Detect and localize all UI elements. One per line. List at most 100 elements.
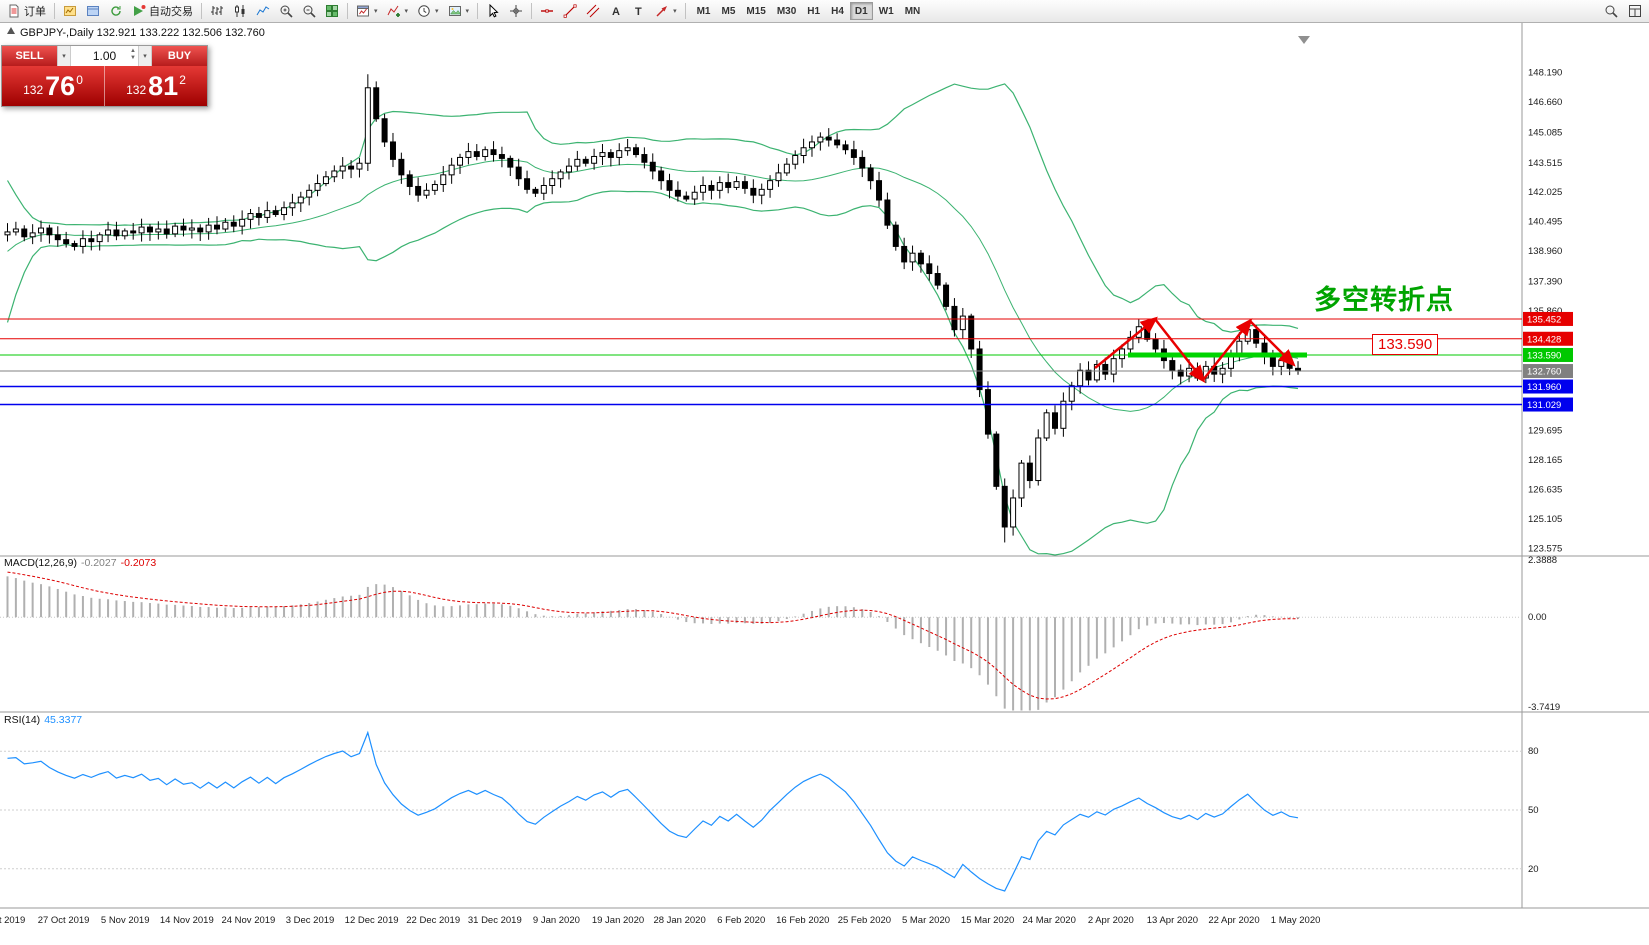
separator xyxy=(531,3,533,19)
svg-text:31 Dec 2019: 31 Dec 2019 xyxy=(468,915,522,926)
refresh-button[interactable] xyxy=(105,1,127,21)
timeframe-toolbar: M1 M5 M15 M30 H1 H4 D1 W1 MN xyxy=(692,2,926,20)
rsi-indicator xyxy=(7,730,1299,892)
svg-text:50: 50 xyxy=(1528,805,1539,816)
svg-text:14 Nov 2019: 14 Nov 2019 xyxy=(160,915,214,926)
svg-text:131.029: 131.029 xyxy=(1527,400,1561,411)
bid-price[interactable]: 132 76 0 xyxy=(2,66,104,106)
template-picture-icon xyxy=(448,4,462,18)
price-marker-label xyxy=(1523,379,1573,394)
price-divider xyxy=(104,66,105,106)
text-tool-button[interactable]: A xyxy=(605,1,627,21)
rsi-levels: 80 50 20 xyxy=(0,746,1539,875)
layout-button[interactable] xyxy=(1624,1,1646,21)
macd-value-signal: -0.2073 xyxy=(120,557,157,569)
line-chart-button[interactable] xyxy=(252,1,274,21)
timeframe-m5[interactable]: M5 xyxy=(716,2,740,20)
svg-text:7 Oct 2019: 7 Oct 2019 xyxy=(0,915,25,926)
cursor-button[interactable] xyxy=(482,1,504,21)
market-watch-icon xyxy=(63,4,77,18)
chart-ohlc-header: GBPJPY-,Daily 132.921 133.222 132.506 13… xyxy=(6,26,265,39)
timeframe-h1[interactable]: H1 xyxy=(802,2,825,20)
bid-sup: 0 xyxy=(76,72,83,87)
timeframe-h4[interactable]: H4 xyxy=(826,2,849,20)
svg-text:2.3888: 2.3888 xyxy=(1528,555,1557,566)
bar-chart-button[interactable] xyxy=(206,1,228,21)
timeframe-mn[interactable]: MN xyxy=(900,2,926,20)
sell-button[interactable]: SELL xyxy=(2,46,57,66)
data-window-button[interactable] xyxy=(82,1,104,21)
svg-text:143.515: 143.515 xyxy=(1528,158,1562,169)
rsi-value: 45.3377 xyxy=(44,714,83,726)
volume-input[interactable]: 1.00 ▲ ▼ xyxy=(71,46,138,66)
order-doc-icon xyxy=(7,4,21,18)
svg-text:132.760: 132.760 xyxy=(1527,367,1561,378)
ask-big: 81 xyxy=(148,70,179,101)
separator xyxy=(201,3,202,19)
tile-windows-button[interactable] xyxy=(321,1,343,21)
chart-shift-marker[interactable] xyxy=(1298,36,1310,44)
horizontal-line-button[interactable] xyxy=(536,1,558,21)
channel-button[interactable] xyxy=(582,1,604,21)
macd-label: MACD(12,26,9) -0.2027 -0.2073 xyxy=(4,557,156,569)
separator xyxy=(477,3,479,19)
svg-text:6 Feb 2020: 6 Feb 2020 xyxy=(717,915,765,926)
timeframe-m1[interactable]: M1 xyxy=(692,2,716,20)
one-click-trading-panel: SELL ▾ 1.00 ▲ ▼ ▾ BUY 132 76 0 132 81 2 xyxy=(1,45,208,107)
crosshair-button[interactable] xyxy=(505,1,527,21)
price-marker-label xyxy=(1523,397,1573,412)
svg-text:142.025: 142.025 xyxy=(1528,187,1562,198)
sell-dropdown-icon[interactable]: ▾ xyxy=(57,46,71,66)
svg-text:27 Oct 2019: 27 Oct 2019 xyxy=(38,915,90,926)
svg-text:12 Dec 2019: 12 Dec 2019 xyxy=(345,915,399,926)
timeframe-m15[interactable]: M15 xyxy=(741,2,770,20)
zoom-in-button[interactable] xyxy=(275,1,297,21)
spin-up-icon[interactable]: ▲ xyxy=(130,48,136,54)
ask-price[interactable]: 132 81 2 xyxy=(105,66,207,106)
trendline-button[interactable] xyxy=(559,1,581,21)
candlestick-series xyxy=(4,74,1302,543)
svg-text:133.590: 133.590 xyxy=(1527,350,1561,361)
separator xyxy=(54,3,55,19)
svg-text:19 Jan 2020: 19 Jan 2020 xyxy=(592,915,644,926)
timeframe-d1[interactable]: D1 xyxy=(849,2,873,20)
zoom-out-icon xyxy=(302,4,316,18)
autotrading-label: 自动交易 xyxy=(149,6,193,18)
price-callout-label[interactable]: 133.590 xyxy=(1372,334,1439,355)
tile-windows-icon xyxy=(325,4,339,18)
separator xyxy=(347,3,348,19)
dropdown-caret-icon: ▾ xyxy=(435,8,439,15)
timeframe-w1[interactable]: W1 xyxy=(874,2,899,20)
horizontal-level-lines[interactable]: 135.452 134.428 133.590 132.760 131.960 131.0… xyxy=(0,311,1573,412)
market-watch-button[interactable] xyxy=(59,1,81,21)
volume-spinner[interactable]: ▲ ▼ xyxy=(130,48,136,62)
svg-text:131.960: 131.960 xyxy=(1527,382,1561,393)
periods-button[interactable]: ▾ xyxy=(413,1,443,21)
svg-text:1 May 2020: 1 May 2020 xyxy=(1271,915,1321,926)
arrows-tool-button[interactable]: ▾ xyxy=(651,1,681,21)
trend-arrows[interactable] xyxy=(1094,316,1296,383)
buy-dropdown-icon[interactable]: ▾ xyxy=(138,46,152,66)
macd-name: MACD(12,26,9) xyxy=(4,557,77,569)
search-button[interactable] xyxy=(1600,1,1622,21)
svg-text:9 Jan 2020: 9 Jan 2020 xyxy=(533,915,580,926)
buy-button[interactable]: BUY xyxy=(152,46,207,66)
rsi-name: RSI(14) xyxy=(4,714,41,726)
bid-big: 76 xyxy=(45,70,76,101)
timeframe-m30[interactable]: M30 xyxy=(772,2,801,20)
new-order-button[interactable]: 订单 xyxy=(3,1,50,21)
new-order-label: 订单 xyxy=(24,6,46,18)
spin-down-icon[interactable]: ▼ xyxy=(130,55,136,61)
trade-panel-price-row: 132 76 0 132 81 2 xyxy=(2,66,207,106)
dropdown-caret-icon: ▾ xyxy=(465,8,470,15)
zoom-out-button[interactable] xyxy=(298,1,320,21)
price-marker-label xyxy=(1523,347,1573,362)
candlestick-chart-button[interactable] xyxy=(229,1,251,21)
toolbar: 订单 自动交易 ▾ ▾ ▾ ▾ A T ▾ M1 M5 M15 M30 H1 H4 D1 W1… xyxy=(0,0,1649,23)
new-chart-button[interactable]: ▾ xyxy=(352,1,382,21)
templates-button[interactable]: ▾ xyxy=(444,1,474,21)
arrow-tool-icon xyxy=(655,4,669,18)
autotrading-button[interactable]: 自动交易 xyxy=(128,1,197,21)
label-tool-button[interactable]: T xyxy=(628,1,650,21)
indicators-button[interactable]: ▾ xyxy=(383,1,413,21)
